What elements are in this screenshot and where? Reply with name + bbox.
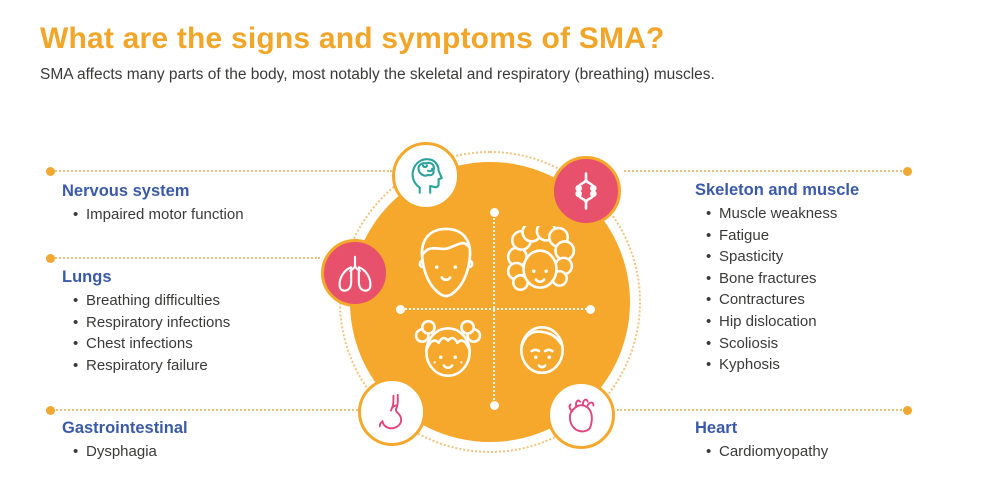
gastrointestinal-node (358, 378, 426, 446)
list-item: Impaired motor function (62, 204, 244, 226)
list-item: Bone fractures (695, 268, 859, 290)
girl-pigtails-face (414, 320, 482, 380)
divider-dot (586, 305, 595, 314)
section-lungs: Lungs Breathing difficulties Respiratory… (62, 268, 230, 376)
connector-skeleton-muscle (624, 166, 912, 176)
section-heading: Gastrointestinal (62, 419, 188, 437)
section-skeleton-muscle: Skeleton and muscle Muscle weakness Fati… (695, 181, 859, 376)
girl-curly-hair-face (504, 226, 576, 300)
heart-icon (568, 398, 595, 433)
section-nervous-system: Nervous system Impaired motor function (62, 182, 244, 226)
connector-nervous-system (46, 166, 392, 176)
list-item: Breathing difficulties (62, 290, 230, 312)
list-item: Contractures (695, 289, 859, 311)
list-item: Scoliosis (695, 333, 859, 355)
page-title: What are the signs and symptoms of SMA? (40, 22, 665, 55)
connector-dot (903, 166, 912, 176)
brain-icon (411, 158, 443, 194)
connector-dot (46, 253, 55, 263)
list-item: Respiratory failure (62, 355, 230, 377)
divider-dot (490, 401, 499, 410)
section-gastrointestinal: Gastrointestinal Dysphagia (62, 419, 188, 463)
section-heading: Heart (695, 419, 738, 437)
connector-heart (617, 405, 912, 415)
symptom-list: Breathing difficulties Respiratory infec… (62, 290, 230, 376)
connector-dot (46, 166, 55, 176)
list-item: Kyphosis (695, 354, 859, 376)
list-item: Spasticity (695, 246, 859, 268)
divider-dot (490, 208, 499, 217)
connector-lungs (46, 253, 320, 263)
section-heading: Lungs (62, 268, 112, 286)
section-heart: Heart Cardiomyopathy (695, 419, 828, 463)
list-item: Muscle weakness (695, 203, 859, 225)
section-heading: Nervous system (62, 182, 190, 200)
skeleton-muscle-node (551, 156, 621, 226)
lungs-icon (338, 255, 372, 292)
page-subtitle: SMA affects many parts of the body, most… (40, 66, 715, 83)
connector-dot (903, 405, 912, 415)
connector-dot (46, 405, 55, 415)
symptom-list: Dysphagia (62, 441, 188, 463)
boy-short-hair-face (512, 320, 572, 378)
nervous-system-node (392, 142, 460, 210)
list-item: Respiratory infections (62, 312, 230, 334)
connector-gastrointestinal (46, 405, 358, 415)
joint-bone-icon (575, 172, 597, 210)
heart-node (547, 381, 615, 449)
divider-dot (396, 305, 405, 314)
list-item: Fatigue (695, 225, 859, 247)
list-item: Cardiomyopathy (695, 441, 828, 463)
list-item: Hip dislocation (695, 311, 859, 333)
section-heading: Skeleton and muscle (695, 181, 860, 199)
symptom-list: Cardiomyopathy (695, 441, 828, 463)
boy-face (414, 222, 478, 302)
stomach-icon (378, 393, 403, 430)
lungs-node (321, 239, 389, 307)
list-item: Dysphagia (62, 441, 188, 463)
symptom-list: Impaired motor function (62, 204, 244, 226)
quadrant-divider-horizontal (402, 308, 590, 310)
list-item: Chest infections (62, 333, 230, 355)
symptom-list: Muscle weakness Fatigue Spasticity Bone … (695, 203, 859, 376)
